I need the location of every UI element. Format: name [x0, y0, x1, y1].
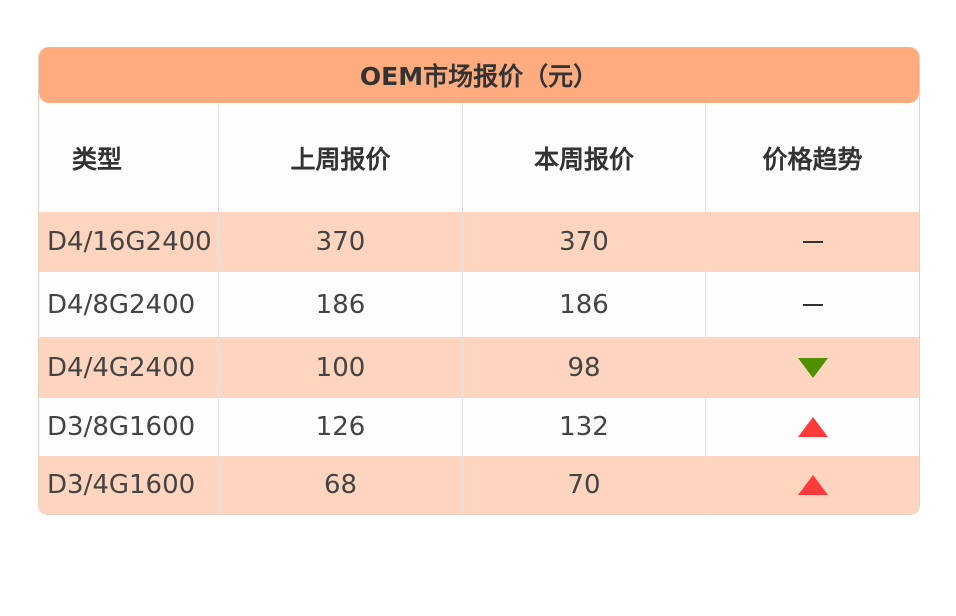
flat-trend-icon [802, 241, 823, 243]
cell-type: D4/8G2400 [39, 272, 219, 337]
cell-last-week: 186 [219, 272, 463, 337]
cell-last-week: 370 [219, 212, 463, 272]
cell-trend [706, 398, 919, 456]
table-row: D3/4G1600 68 70 [39, 456, 919, 514]
up-trend-icon [797, 417, 828, 437]
header-last-week: 上周报价 [219, 103, 463, 212]
header-trend: 价格趋势 [762, 144, 863, 174]
header-this-week: 本周报价 [463, 103, 706, 212]
table-row: D4/8G2400 186 186 [39, 272, 919, 337]
cell-this-week: 186 [463, 272, 706, 337]
table-title: OEM市场报价（元） [39, 47, 919, 103]
table-row: D4/4G2400 100 98 [39, 337, 919, 398]
table-row: D3/8G1600 126 132 [39, 398, 919, 456]
cell-this-week: 70 [463, 456, 706, 514]
up-trend-icon [797, 475, 828, 495]
table-row: D4/16G2400 370 370 [39, 212, 919, 272]
cell-type: D4/4G2400 [39, 337, 219, 398]
cell-type: D3/8G1600 [39, 398, 219, 456]
price-table: OEM市场报价（元） 类型 上周报价 本周报价 价格趋势 D4/16G2400 3… [38, 47, 920, 515]
cell-trend [706, 272, 919, 337]
cell-last-week: 100 [219, 337, 463, 398]
table-header-row: 类型 上周报价 本周报价 价格趋势 [39, 103, 919, 212]
cell-type: D4/16G2400 [39, 212, 219, 272]
cell-last-week: 68 [219, 456, 463, 514]
cell-trend [706, 456, 919, 514]
header-type: 类型 [39, 103, 219, 212]
cell-this-week: 132 [463, 398, 706, 456]
flat-trend-icon [802, 303, 823, 306]
cell-type: D3/4G1600 [39, 456, 219, 514]
cell-last-week: 126 [219, 398, 463, 456]
down-trend-icon [797, 357, 828, 378]
cell-trend [706, 212, 919, 272]
cell-this-week: 370 [463, 212, 706, 272]
cell-this-week: 98 [463, 337, 706, 398]
cell-trend [706, 337, 919, 398]
